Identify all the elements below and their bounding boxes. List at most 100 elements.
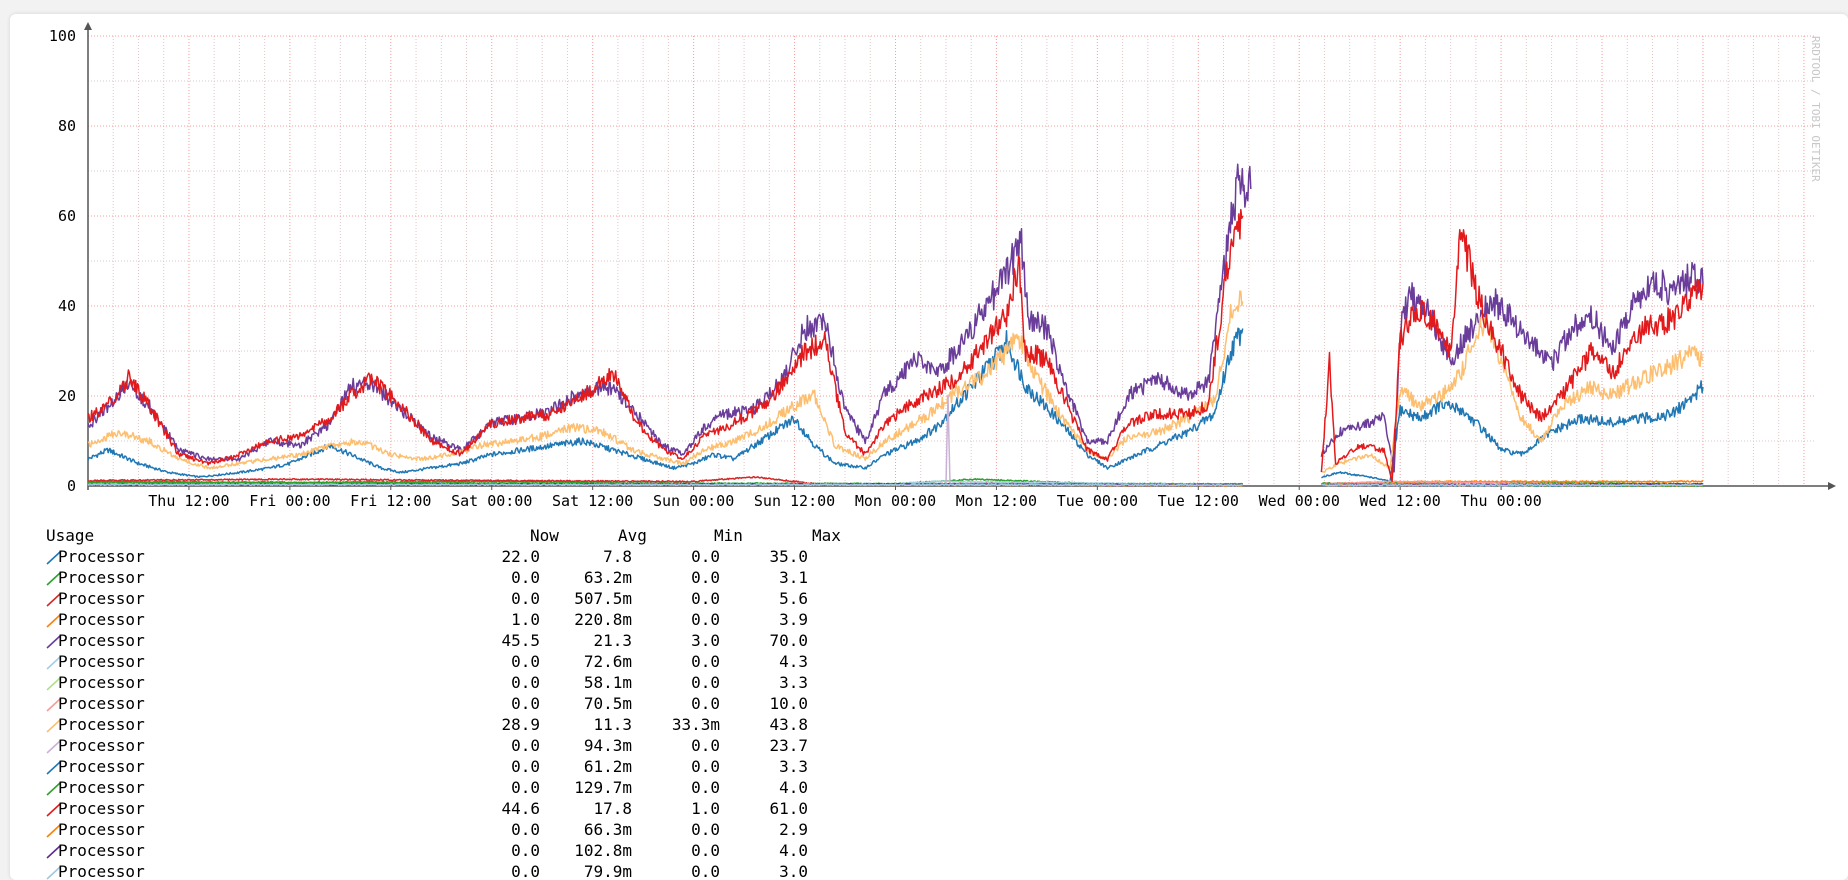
legend-col-max: Max xyxy=(812,526,841,545)
legend-avg: 220.8m xyxy=(574,610,632,629)
series-line-1 xyxy=(87,327,1704,483)
legend-avg: 94.3m xyxy=(583,736,632,755)
legend-min: 0.0 xyxy=(691,568,720,587)
legend-swatch xyxy=(46,740,61,754)
legend-avg: 7.8 xyxy=(603,547,632,566)
x-tick-label: Sat 00:00 xyxy=(451,492,532,510)
legend-name: Processor xyxy=(58,631,145,650)
legend-swatch xyxy=(46,761,61,775)
legend-avg: 61.2m xyxy=(583,757,632,776)
legend-avg: 58.1m xyxy=(583,673,632,692)
legend-max: 70.0 xyxy=(769,631,808,650)
legend-now: 28.9 xyxy=(501,715,540,734)
legend-min: 0.0 xyxy=(691,820,720,839)
legend-avg: 11.3 xyxy=(593,715,632,734)
legend-now: 0.0 xyxy=(511,736,540,755)
series-line-13 xyxy=(87,208,1704,483)
legend-min: 33.3m xyxy=(671,715,720,734)
legend-swatch xyxy=(46,803,61,817)
legend-max: 5.6 xyxy=(779,589,808,608)
legend-min: 0.0 xyxy=(691,841,720,860)
legend-name: Processor xyxy=(58,547,145,566)
legend-min: 0.0 xyxy=(691,652,720,671)
y-axis-arrow xyxy=(84,22,92,30)
x-tick-label: Fri 12:00 xyxy=(350,492,431,510)
legend-now: 0.0 xyxy=(511,589,540,608)
legend-now: 0.0 xyxy=(511,568,540,587)
legend-now: 0.0 xyxy=(511,757,540,776)
legend-swatch xyxy=(46,719,61,733)
legend-name: Processor xyxy=(58,652,145,671)
legend-swatch xyxy=(46,593,61,607)
legend-title: Usage xyxy=(46,526,95,545)
legend-max: 61.0 xyxy=(769,799,808,818)
legend-min: 3.0 xyxy=(691,631,720,650)
x-tick-label: Sat 12:00 xyxy=(552,492,633,510)
legend-max: 3.0 xyxy=(779,862,808,880)
x-tick-label: Fri 00:00 xyxy=(249,492,330,510)
x-tick-label: Thu 00:00 xyxy=(1460,492,1541,510)
legend-name: Processor xyxy=(58,673,145,692)
legend-swatch xyxy=(46,782,61,796)
legend-max: 2.9 xyxy=(779,820,808,839)
legend-max: 3.3 xyxy=(779,757,808,776)
legend-max: 3.1 xyxy=(779,568,808,587)
legend-min: 0.0 xyxy=(691,547,720,566)
y-tick-label: 80 xyxy=(58,117,76,135)
legend-now: 0.0 xyxy=(511,673,540,692)
legend-name: Processor xyxy=(58,799,145,818)
legend-now: 0.0 xyxy=(511,694,540,713)
x-axis-arrow xyxy=(1828,482,1836,490)
legend-now: 0.0 xyxy=(511,652,540,671)
legend-max: 43.8 xyxy=(769,715,808,734)
y-tick-label: 100 xyxy=(49,27,76,45)
series-line-9 xyxy=(87,290,1704,474)
legend-name: Processor xyxy=(58,862,145,880)
legend-avg: 70.5m xyxy=(583,694,632,713)
legend-swatch xyxy=(46,845,61,859)
legend-max: 3.3 xyxy=(779,673,808,692)
legend-avg: 21.3 xyxy=(593,631,632,650)
legend-avg: 102.8m xyxy=(574,841,632,860)
legend-max: 4.0 xyxy=(779,841,808,860)
y-tick-label: 60 xyxy=(58,207,76,225)
series-line-16 xyxy=(87,483,1704,487)
legend-col-now: Now xyxy=(530,526,559,545)
x-tick-label: Mon 00:00 xyxy=(855,492,936,510)
legend-name: Processor xyxy=(58,589,145,608)
grid xyxy=(87,35,1814,487)
cpu-usage-chart: 0 20 40 60 80 100 Thu 12:00 Fri 00:00 Fri 12:00 S… xyxy=(49,22,1836,510)
legend-min: 0.0 xyxy=(691,736,720,755)
legend-now: 0.0 xyxy=(511,820,540,839)
legend-min: 0.0 xyxy=(691,862,720,880)
tick-labels: 0 20 40 60 80 100 Thu 12:00 Fri 00:00 Fri 12:00 S… xyxy=(49,27,1542,510)
legend-now: 0.0 xyxy=(511,841,540,860)
graph-panel: 0 20 40 60 80 100 Thu 12:00 Fri 00:00 Fri 12:00 S… xyxy=(10,14,1848,880)
x-tick-label: Mon 12:00 xyxy=(956,492,1037,510)
y-tick-label: 40 xyxy=(58,297,76,315)
y-tick-label: 0 xyxy=(67,477,76,495)
legend-min: 1.0 xyxy=(691,799,720,818)
axes xyxy=(84,22,1836,490)
legend-avg: 17.8 xyxy=(593,799,632,818)
legend-now: 22.0 xyxy=(501,547,540,566)
legend-name: Processor xyxy=(58,736,145,755)
legend-now: 44.6 xyxy=(501,799,540,818)
legend-name: Processor xyxy=(58,820,145,839)
legend-min: 0.0 xyxy=(691,589,720,608)
legend-swatch xyxy=(46,866,61,880)
x-tick-label: Thu 12:00 xyxy=(148,492,229,510)
legend-max: 23.7 xyxy=(769,736,808,755)
legend-name: Processor xyxy=(58,757,145,776)
legend-swatch xyxy=(46,656,61,670)
legend-avg: 129.7m xyxy=(574,778,632,797)
legend-max: 10.0 xyxy=(769,694,808,713)
legend-min: 0.0 xyxy=(691,757,720,776)
legend-name: Processor xyxy=(58,610,145,629)
legend-avg: 79.9m xyxy=(583,862,632,880)
legend-swatch xyxy=(46,698,61,712)
legend-max: 4.0 xyxy=(779,778,808,797)
series xyxy=(87,163,1704,487)
series-line-5 xyxy=(87,163,1704,473)
legend-swatch xyxy=(46,551,61,565)
